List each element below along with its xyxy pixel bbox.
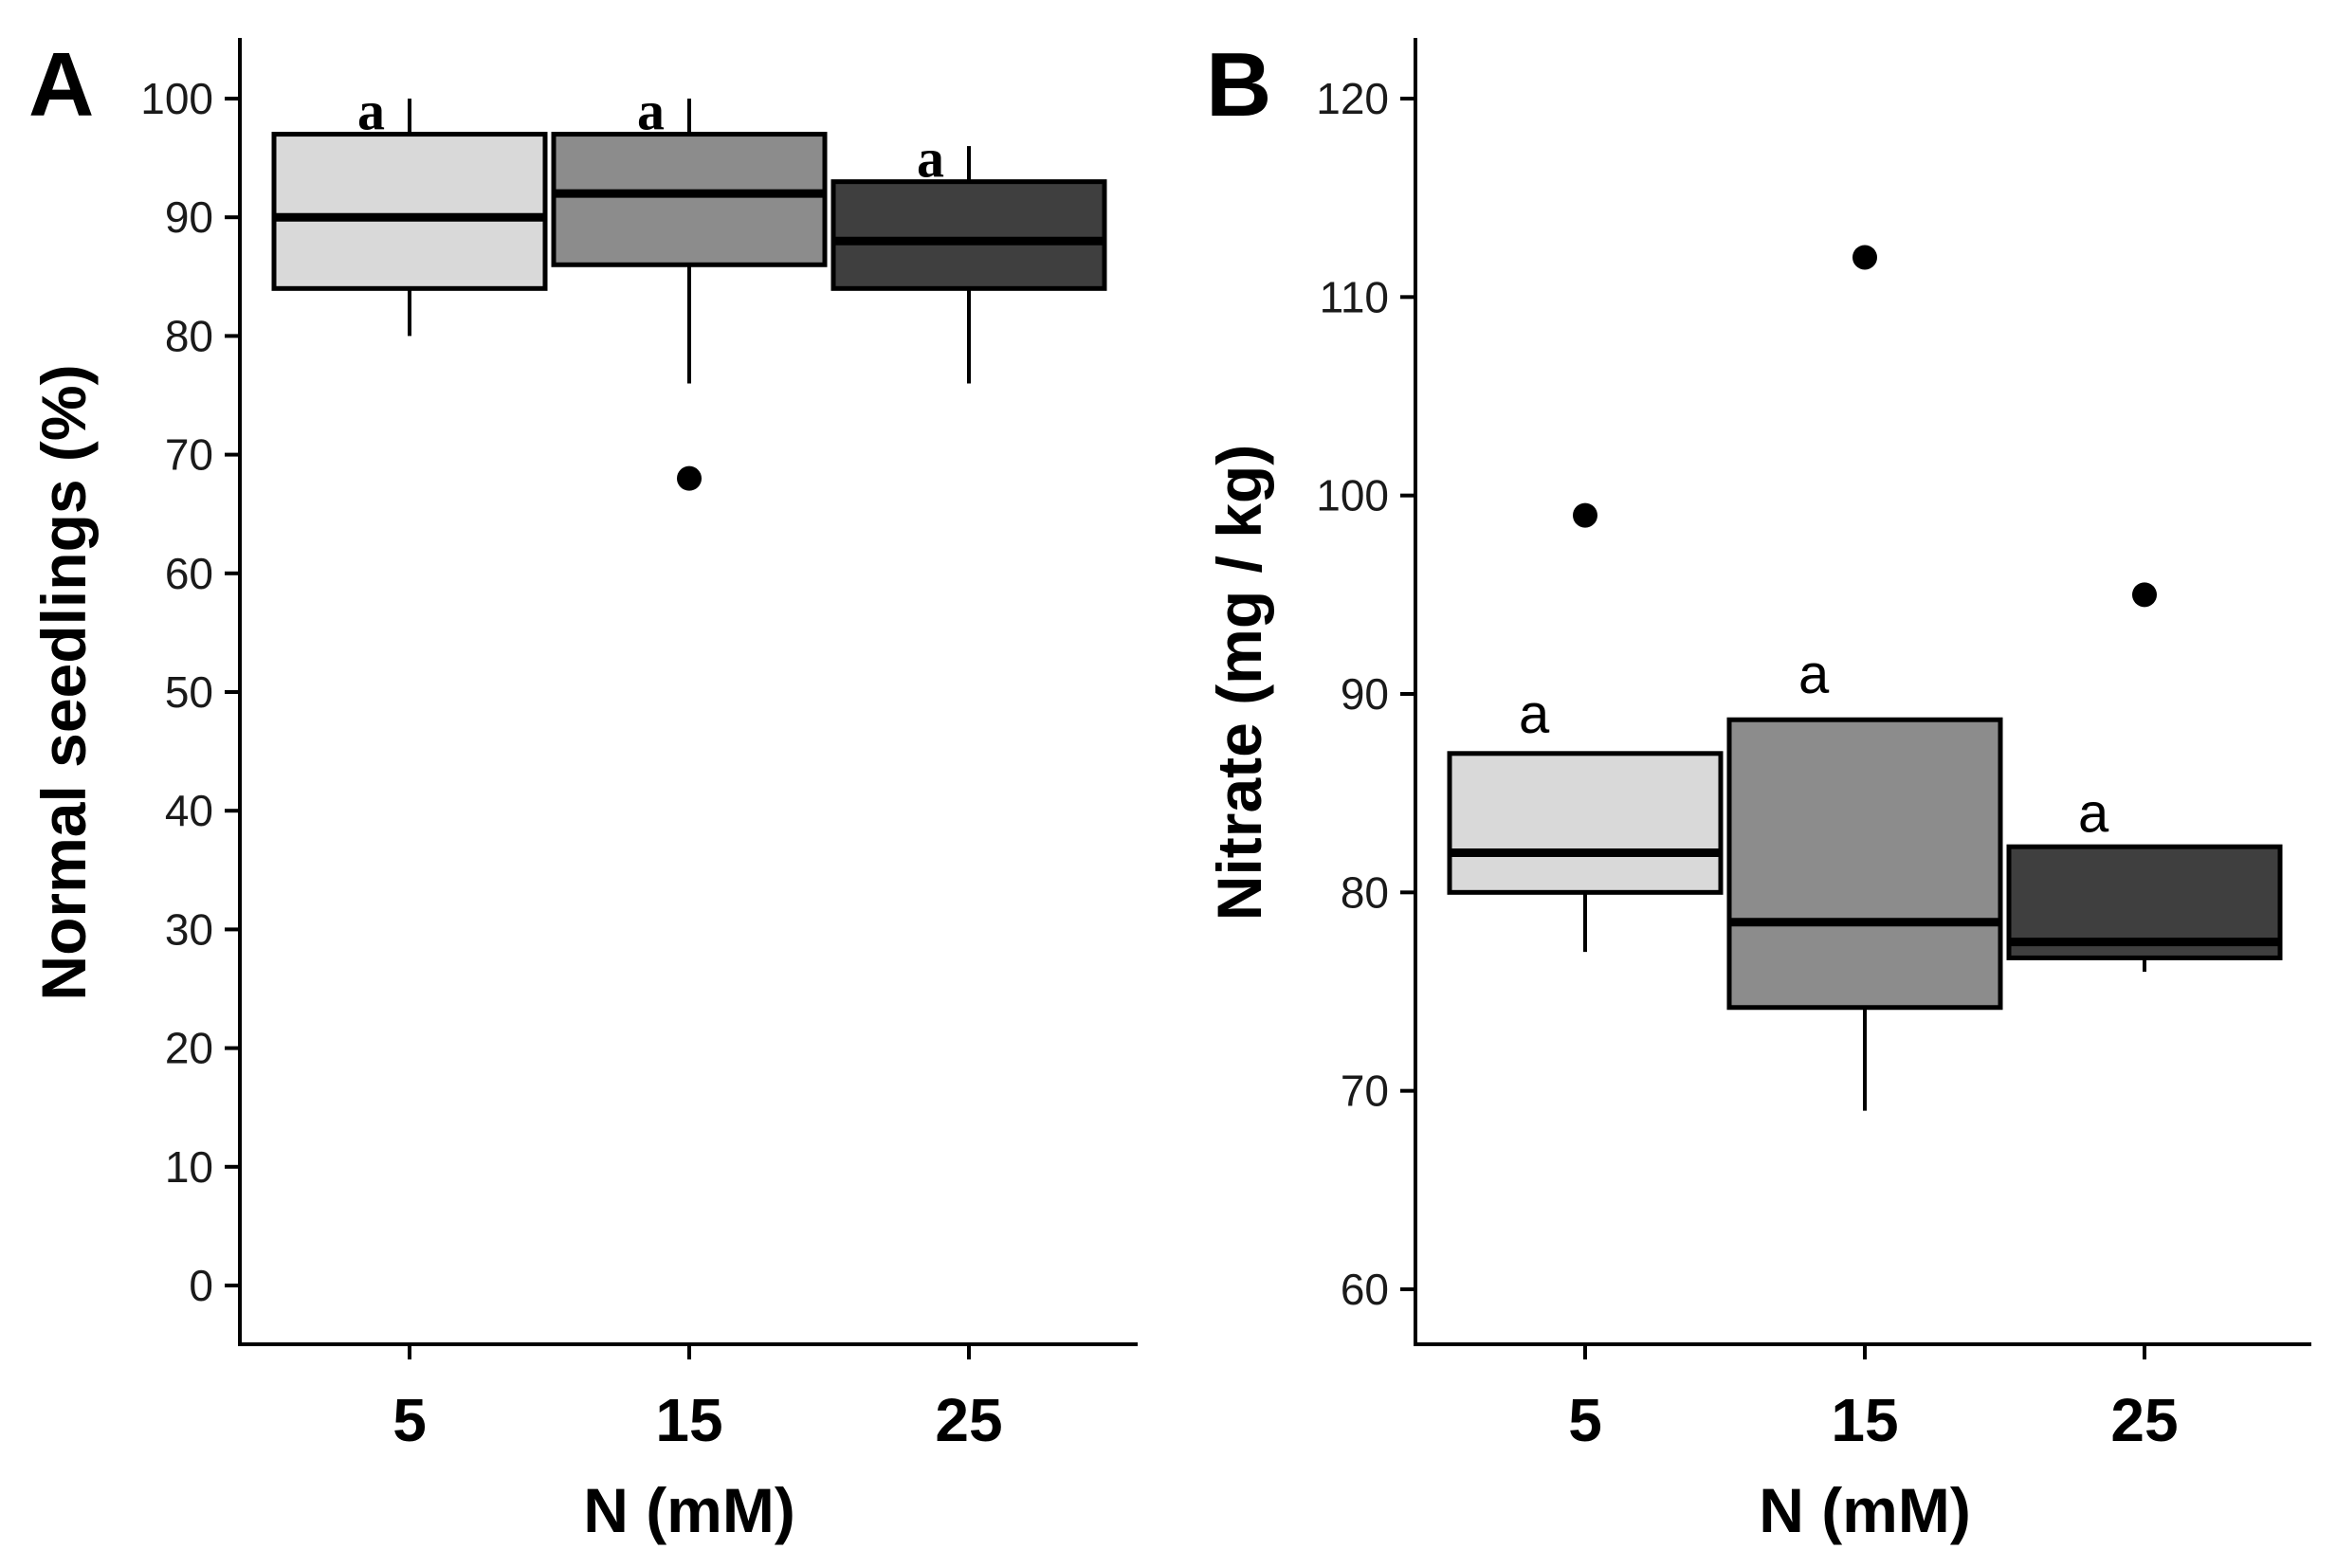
panel-a-y-tick-label: 90 (165, 192, 213, 242)
panel-a-significance-letter: a (357, 81, 385, 142)
panel-a-y-tick-label: 80 (165, 311, 213, 360)
panel-b-outlier-point (1573, 502, 1597, 528)
panel-a-x-axis-title: N (mM) (583, 1475, 795, 1545)
panel-b-significance-letter: a (1798, 644, 1830, 705)
panel-a-label: A (28, 34, 94, 136)
panel-b-y-tick-label: 80 (1341, 867, 1389, 917)
panel-b-y-tick-label: 110 (1320, 272, 1389, 321)
panel-a-y-tick-label: 40 (165, 786, 213, 835)
panel-a-y-tick-label: 70 (165, 430, 213, 480)
panel-b-x-tick-label: 25 (2110, 1386, 2178, 1454)
panel-a-y-tick-label: 10 (165, 1142, 213, 1192)
panel-a-y-tick-label: 20 (165, 1024, 213, 1073)
panel-b-y-tick-label: 120 (1316, 74, 1389, 123)
panel-b-y-tick-label: 90 (1341, 669, 1389, 719)
panel-b-x-axis-title: N (mM) (1759, 1475, 1971, 1545)
panel-b-x-tick-label: 15 (1831, 1386, 1898, 1454)
panel-b-x-tick-label: 5 (1568, 1386, 1602, 1454)
panel-b-y-tick-label: 60 (1341, 1265, 1389, 1314)
panel-b-box-15 (1726, 717, 2003, 1011)
panel-a-significance-letter: a (917, 128, 944, 190)
panel-b-plot-area: 60 70 80 90 100 110 120 5 15 25 a a a (1316, 74, 2283, 1454)
panel-b: B Nitrate (mg / kg) N (mM) 60 70 80 90 100 11… (1204, 34, 2311, 1545)
panel-b-significance-letter: a (1519, 684, 1550, 745)
panel-b-outlier-point (1852, 245, 1877, 270)
panel-a-significance-letter: a (637, 81, 665, 142)
panel-b-outlier-point (2132, 582, 2157, 608)
panel-a-x-tick-label: 5 (392, 1386, 427, 1454)
panel-b-y-tick-label: 100 (1316, 471, 1389, 520)
panel-a-outlier-point (677, 465, 702, 491)
panel-a-box-15 (551, 132, 828, 267)
panel-a-y-tick-label: 50 (165, 667, 213, 717)
panel-a-y-axis-title: Normal seedlings (%) (28, 364, 99, 1000)
panel-a-x-tick-label: 15 (655, 1386, 722, 1454)
panel-a-y-tick-label: 0 (189, 1261, 213, 1310)
panel-b-label: B (1206, 34, 1271, 136)
panel-a-plot-area: 0 10 20 30 40 50 60 70 80 90 100 5 15 25 a a a (140, 74, 1107, 1454)
panel-a-box-5 (271, 132, 548, 291)
panel-a: A Normal seedlings (%) N (mM) 0 10 20 30 40 5… (28, 34, 1138, 1545)
panel-a-y-tick-label: 60 (165, 549, 213, 598)
panel-b-significance-letter: a (2078, 783, 2109, 845)
panel-a-y-tick-label: 30 (165, 904, 213, 954)
panel-b-box-5 (1447, 751, 1724, 895)
panel-a-y-tick-label: 100 (140, 74, 213, 123)
panel-a-x-tick-label: 25 (935, 1386, 1002, 1454)
panel-b-y-axis-title: Nitrate (mg / kg) (1204, 445, 1274, 921)
panel-b-y-tick-label: 70 (1341, 1067, 1389, 1116)
panel-a-box-25 (830, 179, 1107, 291)
